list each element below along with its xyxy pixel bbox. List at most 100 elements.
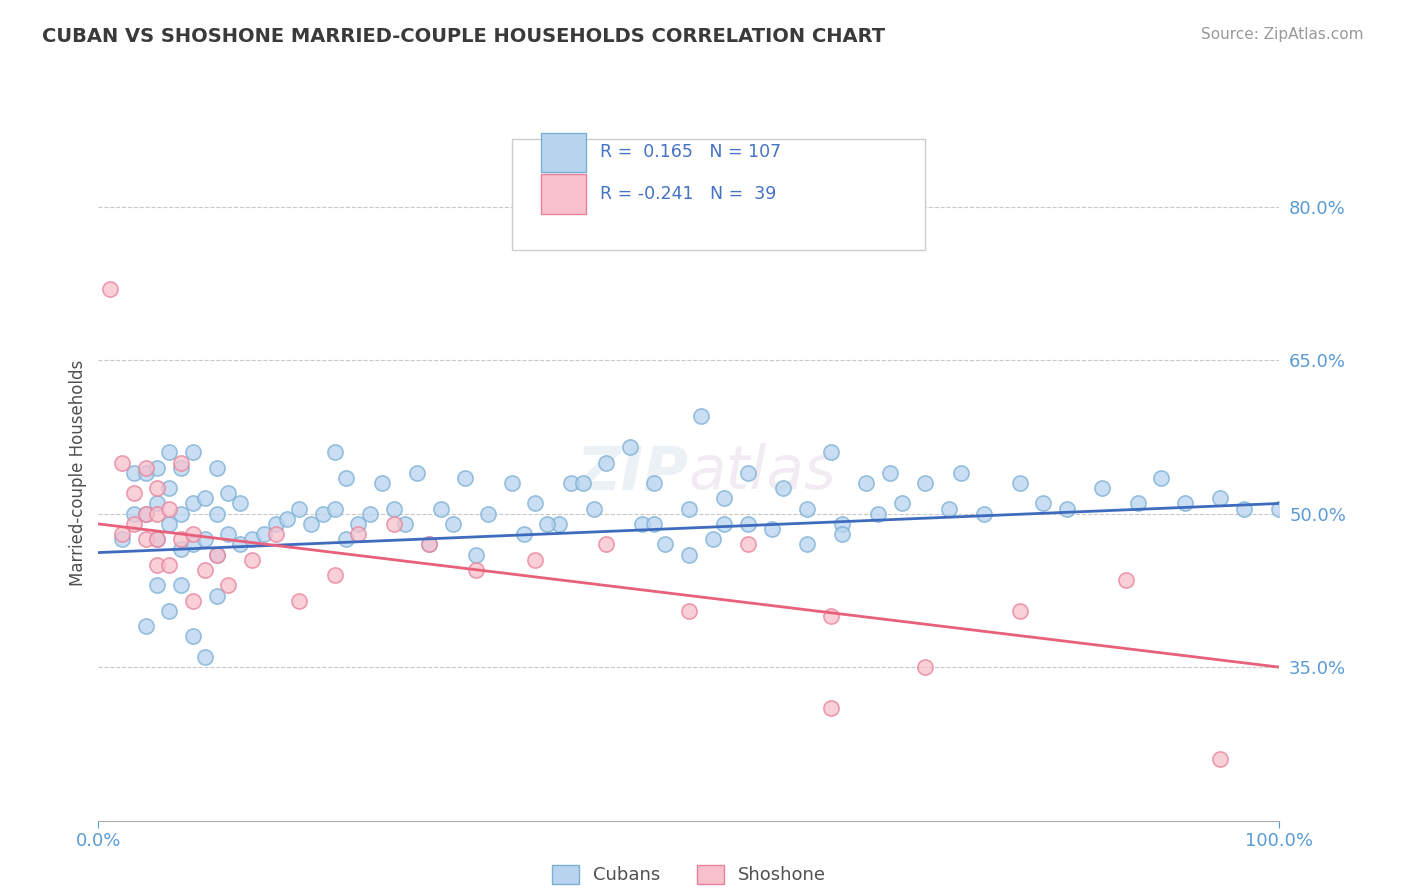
Point xyxy=(678,501,700,516)
Point xyxy=(1091,481,1114,495)
Point xyxy=(643,516,665,531)
Point xyxy=(111,456,134,470)
Point xyxy=(359,507,381,521)
FancyBboxPatch shape xyxy=(512,139,925,250)
Point xyxy=(548,516,571,531)
Point xyxy=(157,604,180,618)
Point xyxy=(1008,604,1031,618)
Point xyxy=(1209,491,1232,506)
Point xyxy=(253,527,276,541)
Point xyxy=(288,501,311,516)
Text: atlas: atlas xyxy=(689,443,837,502)
Point xyxy=(796,537,818,551)
Point xyxy=(772,481,794,495)
Point xyxy=(796,501,818,516)
Point xyxy=(347,516,370,531)
Point xyxy=(181,593,204,607)
Point xyxy=(335,471,357,485)
Point xyxy=(205,507,228,521)
Point xyxy=(418,537,440,551)
Legend: Cubans, Shoshone: Cubans, Shoshone xyxy=(544,858,834,892)
Point xyxy=(394,516,416,531)
Point xyxy=(122,486,145,500)
Point xyxy=(890,496,912,510)
Point xyxy=(229,496,252,510)
Point xyxy=(501,475,523,490)
Point xyxy=(737,516,759,531)
Point xyxy=(571,475,593,490)
Point xyxy=(122,516,145,531)
Point xyxy=(713,491,735,506)
Point xyxy=(595,456,617,470)
Point xyxy=(170,542,193,557)
Point xyxy=(135,533,157,547)
Point xyxy=(536,516,558,531)
Text: CUBAN VS SHOSHONE MARRIED-COUPLE HOUSEHOLDS CORRELATION CHART: CUBAN VS SHOSHONE MARRIED-COUPLE HOUSEHO… xyxy=(42,27,886,45)
Point xyxy=(135,507,157,521)
Point xyxy=(264,527,287,541)
Point xyxy=(170,533,193,547)
Point xyxy=(678,548,700,562)
Point xyxy=(689,409,711,424)
Point xyxy=(217,578,239,592)
Point xyxy=(217,486,239,500)
Point xyxy=(312,507,335,521)
Point xyxy=(453,471,475,485)
Point xyxy=(181,630,204,644)
Point xyxy=(157,501,180,516)
Point xyxy=(371,475,394,490)
Point xyxy=(181,527,204,541)
Point xyxy=(194,533,217,547)
Point xyxy=(1126,496,1149,510)
Point xyxy=(240,533,263,547)
Point xyxy=(170,578,193,592)
Point xyxy=(205,548,228,562)
Point xyxy=(831,527,853,541)
Point xyxy=(157,445,180,459)
Point xyxy=(170,456,193,470)
Point xyxy=(441,516,464,531)
Point xyxy=(831,516,853,531)
Point xyxy=(560,475,582,490)
Point xyxy=(146,533,169,547)
Point xyxy=(323,445,346,459)
Point xyxy=(122,466,145,480)
Point xyxy=(264,516,287,531)
Point xyxy=(146,558,169,572)
Point xyxy=(465,563,488,577)
Point xyxy=(713,516,735,531)
Point xyxy=(820,609,842,624)
Point xyxy=(181,537,204,551)
Point xyxy=(146,496,169,510)
Point xyxy=(820,445,842,459)
Bar xyxy=(541,174,586,214)
Point xyxy=(194,649,217,664)
Point xyxy=(205,589,228,603)
Point xyxy=(654,537,676,551)
Point xyxy=(111,527,134,541)
Point xyxy=(619,440,641,454)
Point xyxy=(761,522,783,536)
Point xyxy=(1008,475,1031,490)
Bar xyxy=(541,133,586,172)
Point xyxy=(973,507,995,521)
Point xyxy=(1174,496,1197,510)
Point xyxy=(205,460,228,475)
Point xyxy=(194,491,217,506)
Point xyxy=(737,466,759,480)
Text: ZIP: ZIP xyxy=(576,443,689,502)
Point xyxy=(879,466,901,480)
Point xyxy=(938,501,960,516)
Text: R = -0.241   N =  39: R = -0.241 N = 39 xyxy=(600,186,776,203)
Point xyxy=(595,537,617,551)
Point xyxy=(135,466,157,480)
Y-axis label: Married-couple Households: Married-couple Households xyxy=(69,359,87,586)
Point xyxy=(146,507,169,521)
Point xyxy=(240,552,263,567)
Point xyxy=(430,501,453,516)
Point xyxy=(276,512,298,526)
Point xyxy=(135,507,157,521)
Point xyxy=(335,533,357,547)
Point xyxy=(643,475,665,490)
Point xyxy=(98,282,121,296)
